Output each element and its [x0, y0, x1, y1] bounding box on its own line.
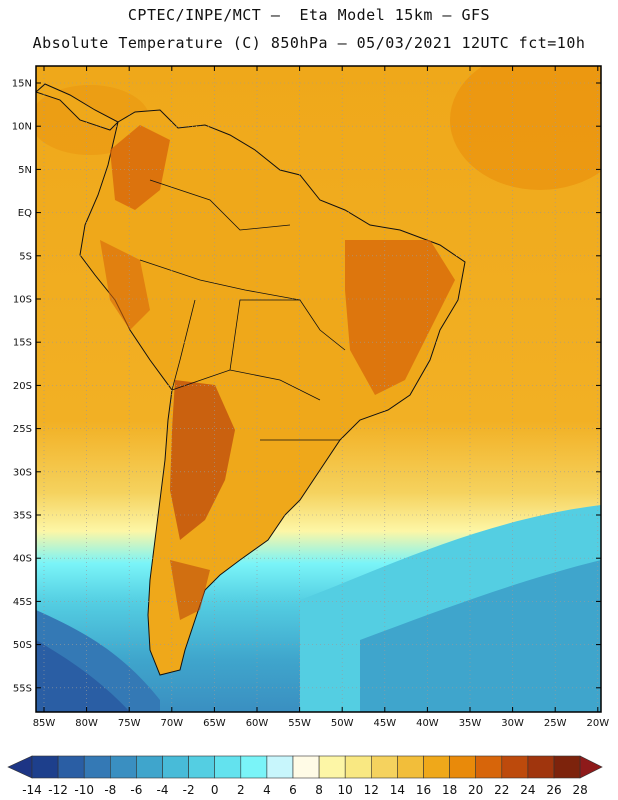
lat-tick-label: 55S: [13, 683, 32, 694]
latitude-axis: 15N 10N 5N EQ 5S 10S 15S 20S 25S 30S 35S 40S 45S 50S 5…: [12, 79, 601, 694]
lat-tick-label: 25S: [13, 424, 32, 435]
colorbar-swatch: [527, 755, 555, 779]
lon-tick-label: 60W: [246, 718, 269, 729]
lat-tick-label: 50S: [13, 640, 32, 651]
lon-tick-label: 20W: [586, 718, 609, 729]
colorbar-swatch: [344, 755, 372, 779]
colorbar-label: 4: [263, 783, 271, 797]
longitude-axis: 85W 80W 75W 70W 65W 60W 55W 50W 45W 40W 35W 30W 25W 2…: [33, 66, 609, 729]
colorbar-swatch: [31, 755, 59, 779]
cold-air-mass-core: [360, 560, 601, 712]
colorbar-swatch: [110, 755, 137, 779]
lon-tick-label: 45W: [373, 718, 396, 729]
colorbar-label: 28: [572, 783, 587, 797]
colorbar-label: -4: [157, 783, 169, 797]
country-borders: [139, 179, 346, 441]
colorbar-swatch: [475, 755, 503, 779]
colorbar-label: 0: [211, 783, 219, 797]
map-title-line1: CPTEC/INPE/MCT – Eta Model 15km – GFS: [127, 6, 491, 24]
colorbar-swatch: [162, 755, 189, 779]
colorbar-label: 26: [546, 783, 561, 797]
colorbar-label: 18: [442, 783, 457, 797]
colorbar-swatch: [449, 755, 477, 779]
lat-tick-label: 10S: [13, 295, 32, 306]
colorbar-swatch: [318, 755, 346, 779]
colorbar-label: -2: [183, 783, 195, 797]
colorbar-label: -6: [130, 783, 142, 797]
map-title-line2: Absolute Temperature (C) 850hPa – 05/03/…: [32, 34, 586, 52]
colorbar-label: 22: [494, 783, 509, 797]
lat-tick-label: 5N: [18, 165, 32, 176]
warm-region-patagonia: [170, 560, 210, 620]
cold-air-mass-west-core: [36, 640, 130, 712]
lat-tick-label: 20S: [13, 381, 32, 392]
lon-tick-label: 65W: [203, 718, 226, 729]
colorbar-label: -8: [104, 783, 116, 797]
colorbar-swatch: [57, 755, 85, 779]
colorbar-label: 10: [338, 783, 353, 797]
lat-tick-label: 45S: [13, 597, 32, 608]
colorbar-swatch: [370, 755, 398, 779]
colorbar-swatch: [240, 755, 268, 779]
lon-tick-label: 50W: [331, 718, 354, 729]
colorbar-label: 24: [520, 783, 535, 797]
warm-region-andes-north: [100, 240, 150, 330]
lat-tick-label: 15N: [12, 79, 32, 90]
lat-tick-label: 5S: [19, 251, 32, 262]
colorbar-over-arrow: [579, 755, 603, 779]
colorbar-swatch: [83, 755, 111, 779]
colorbar-swatch: [501, 755, 529, 779]
lat-tick-label: 10N: [12, 122, 32, 133]
lon-tick-label: 75W: [118, 718, 141, 729]
colorbar-label: -14: [22, 783, 42, 797]
colorbar-label: 2: [237, 783, 245, 797]
lat-tick-label: 40S: [13, 554, 32, 565]
lat-tick-label: EQ: [18, 208, 32, 219]
colorbar-swatch: [214, 755, 242, 779]
colorbar-label: -12: [48, 783, 68, 797]
lon-tick-label: 30W: [501, 718, 524, 729]
colorbar-swatch: [188, 755, 216, 779]
lat-tick-label: 30S: [13, 467, 32, 478]
colorbar-swatch: [423, 755, 450, 779]
lon-tick-label: 35W: [459, 718, 482, 729]
lon-tick-label: 85W: [33, 718, 56, 729]
colorbar-label: 14: [390, 783, 405, 797]
colorbar-swatch: [292, 755, 320, 779]
warm-region-northwest: [110, 125, 170, 210]
lon-tick-label: 55W: [288, 718, 311, 729]
lon-tick-label: 25W: [544, 718, 567, 729]
colorbar-swatch: [136, 755, 163, 779]
colorbar-swatch: [397, 755, 424, 779]
colorbar-swatch: [266, 755, 294, 779]
lat-tick-label: 15S: [13, 338, 32, 349]
colorbar-label: 8: [315, 783, 323, 797]
colorbar-label: 20: [468, 783, 483, 797]
colorbar-label: 6: [289, 783, 297, 797]
lon-tick-label: 40W: [416, 718, 439, 729]
map-frame: [35, 65, 602, 713]
warm-anomaly-atlantic: [450, 66, 601, 190]
colorbar-label: 12: [364, 783, 379, 797]
lon-tick-label: 80W: [75, 718, 98, 729]
lat-tick-label: 35S: [13, 511, 32, 522]
colorbar-label: 16: [416, 783, 431, 797]
warm-region-argentina: [170, 380, 235, 540]
central-america-land: [36, 83, 119, 131]
colorbar-swatch: [553, 755, 581, 779]
colorbar: -14 -12 -10 -8 -6 -4 -2 0 2 4 6 8 10 12 14 16 18 20 22 24 26…: [7, 755, 603, 797]
colorbar-label: -10: [74, 783, 94, 797]
temperature-map: 15N 10N 5N EQ 5S 10S 15S 20S 25S 30S 35S 40S 45S 50S 5…: [12, 65, 609, 729]
colorbar-under-arrow: [7, 755, 33, 779]
lon-tick-label: 70W: [160, 718, 183, 729]
